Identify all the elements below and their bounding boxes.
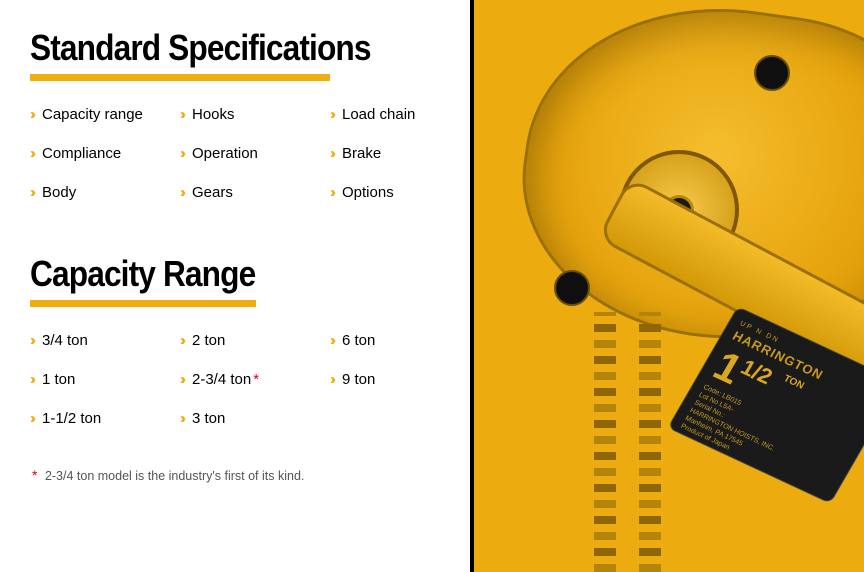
chain-shape bbox=[639, 312, 661, 572]
bullet-icon: ›› bbox=[330, 332, 336, 349]
bullet-icon: ›› bbox=[30, 371, 36, 388]
specs-section: Standard Specifications ›› Capacity range… bbox=[30, 30, 450, 201]
bullet-icon: ›› bbox=[30, 332, 36, 349]
bullet-icon: ›› bbox=[180, 106, 186, 123]
knob-shape bbox=[754, 55, 790, 91]
bullet-icon: ›› bbox=[30, 410, 36, 427]
spec-label: Compliance bbox=[42, 145, 121, 162]
spec-item[interactable]: ›› Body bbox=[30, 184, 180, 201]
capacity-label: 1 ton bbox=[42, 371, 75, 388]
spec-item[interactable]: ›› Operation bbox=[180, 145, 330, 162]
capacity-item[interactable]: ›› 6 ton bbox=[330, 332, 460, 349]
bullet-icon: ›› bbox=[30, 106, 36, 123]
bullet-icon: ›› bbox=[180, 145, 186, 162]
product-image-panel: UP N DN HARRINGTON 11/2 TON Code: LB015 … bbox=[470, 0, 864, 572]
spec-label: Gears bbox=[192, 184, 233, 201]
capacity-item[interactable]: ›› 1-1/2 ton bbox=[30, 410, 180, 427]
footnote-text: 2-3/4 ton model is the industry's first … bbox=[45, 469, 304, 483]
bullet-icon: ›› bbox=[180, 184, 186, 201]
capacity-underline bbox=[30, 300, 256, 307]
star-icon: * bbox=[253, 371, 259, 388]
specs-grid: ›› Capacity range ›› Hooks ›› Load chain ››… bbox=[30, 106, 450, 201]
plate-ton-suffix: TON bbox=[781, 373, 805, 391]
bullet-icon: ›› bbox=[180, 371, 186, 388]
specs-heading: Standard Specifications bbox=[30, 30, 400, 66]
bullet-icon: ›› bbox=[330, 184, 336, 201]
capacity-item[interactable]: ›› 2 ton bbox=[180, 332, 330, 349]
bullet-icon: ›› bbox=[30, 184, 36, 201]
spec-label: Capacity range bbox=[42, 106, 143, 123]
footnote-star-icon: * bbox=[32, 467, 37, 483]
bullet-icon: ›› bbox=[30, 145, 36, 162]
capacity-heading: Capacity Range bbox=[30, 256, 400, 292]
capacity-label: 2 ton bbox=[192, 332, 225, 349]
capacity-item[interactable]: ›› 3 ton bbox=[180, 410, 330, 427]
capacity-item[interactable]: ›› 2-3/4 ton* bbox=[180, 371, 330, 388]
capacity-label: 9 ton bbox=[342, 371, 375, 388]
bullet-icon: ›› bbox=[330, 371, 336, 388]
spec-item[interactable]: ›› Load chain bbox=[330, 106, 460, 123]
spec-item[interactable]: ›› Gears bbox=[180, 184, 330, 201]
capacity-label: 3 ton bbox=[192, 410, 225, 427]
spec-label: Options bbox=[342, 184, 394, 201]
spec-label: Body bbox=[42, 184, 76, 201]
chain-shape bbox=[594, 312, 616, 572]
spec-label: Load chain bbox=[342, 106, 415, 123]
spec-item[interactable]: ›› Options bbox=[330, 184, 460, 201]
capacity-item[interactable]: ›› 1 ton bbox=[30, 371, 180, 388]
capacity-grid: ›› 3/4 ton ›› 2 ton ›› 6 ton ›› 1 ton ›› 2-3/… bbox=[30, 332, 450, 427]
capacity-label: 6 ton bbox=[342, 332, 375, 349]
spec-label: Brake bbox=[342, 145, 381, 162]
content-panel: Standard Specifications ›› Capacity range… bbox=[0, 0, 470, 572]
capacity-label: 3/4 ton bbox=[42, 332, 88, 349]
capacity-label: 2-3/4 ton bbox=[192, 371, 251, 388]
spec-item[interactable]: ›› Capacity range bbox=[30, 106, 180, 123]
spec-item[interactable]: ›› Hooks bbox=[180, 106, 330, 123]
capacity-item[interactable]: ›› 3/4 ton bbox=[30, 332, 180, 349]
bullet-icon: ›› bbox=[330, 106, 336, 123]
spec-label: Operation bbox=[192, 145, 258, 162]
footnote: * 2-3/4 ton model is the industry's firs… bbox=[30, 467, 450, 483]
specs-underline bbox=[30, 74, 330, 81]
spec-item[interactable]: ›› Brake bbox=[330, 145, 460, 162]
capacity-label: 1-1/2 ton bbox=[42, 410, 101, 427]
bullet-icon: ›› bbox=[180, 410, 186, 427]
capacity-section: Capacity Range ›› 3/4 ton ›› 2 ton ›› 6 ton… bbox=[30, 256, 450, 483]
bullet-icon: ›› bbox=[330, 145, 336, 162]
bullet-icon: ›› bbox=[180, 332, 186, 349]
spec-item[interactable]: ›› Compliance bbox=[30, 145, 180, 162]
knob-shape bbox=[554, 270, 590, 306]
capacity-item[interactable]: ›› 9 ton bbox=[330, 371, 460, 388]
spec-label: Hooks bbox=[192, 106, 235, 123]
